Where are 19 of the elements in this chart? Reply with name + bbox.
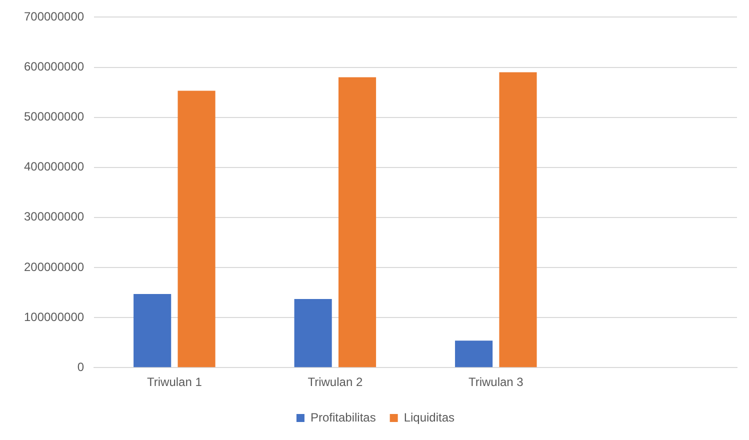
bar bbox=[338, 77, 376, 368]
bar bbox=[499, 72, 537, 368]
y-tick-label: 400000000 bbox=[24, 160, 84, 174]
y-tick-label: 500000000 bbox=[24, 110, 84, 124]
bar bbox=[134, 294, 172, 368]
x-tick-label: Triwulan 2 bbox=[308, 375, 363, 390]
bar bbox=[178, 90, 216, 368]
y-tick-label: 200000000 bbox=[24, 260, 84, 274]
bar bbox=[294, 299, 332, 368]
legend-label: Profitabilitas bbox=[310, 410, 376, 424]
y-tick-label: 100000000 bbox=[24, 310, 84, 324]
y-tick-label: 700000000 bbox=[24, 10, 84, 24]
bar bbox=[455, 340, 493, 368]
x-tick-label: Triwulan 3 bbox=[468, 375, 524, 390]
y-tick-label: 600000000 bbox=[24, 60, 84, 74]
y-tick-label: 0 bbox=[77, 360, 84, 374]
y-tick-label: 300000000 bbox=[24, 210, 84, 224]
x-tick-label: Triwulan 1 bbox=[146, 375, 202, 390]
legend-label: Liquiditas bbox=[404, 410, 455, 424]
